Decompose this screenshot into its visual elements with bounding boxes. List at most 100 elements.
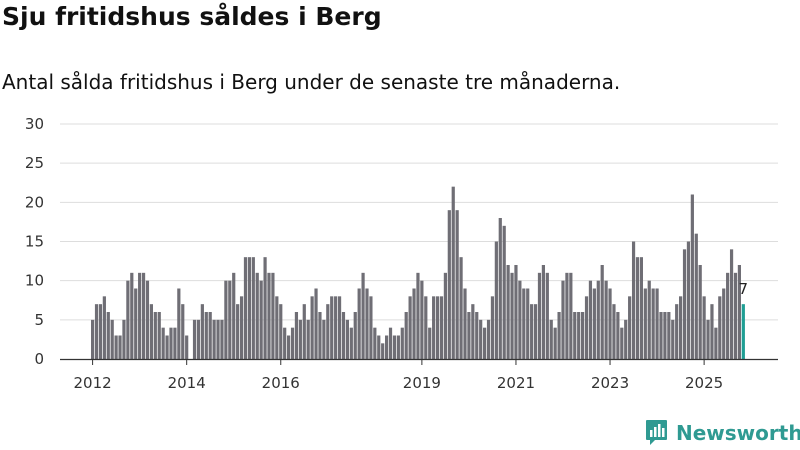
bar: [287, 335, 291, 359]
bar: [584, 296, 589, 359]
x-tick-label: 2023: [591, 374, 629, 392]
bar: [467, 312, 471, 359]
bar: [710, 304, 714, 359]
bar: [675, 304, 679, 359]
bar: [185, 335, 189, 359]
bar: [631, 241, 636, 359]
bar: [298, 319, 302, 359]
bar: [349, 327, 353, 359]
bar: [647, 280, 651, 359]
bar-highlight: [741, 304, 745, 359]
chart-title: Sju fritidshus såldes i Berg: [2, 2, 382, 31]
bar: [145, 280, 150, 359]
newsworthy-logo-icon: [646, 420, 667, 445]
bar: [204, 312, 208, 359]
bar: [557, 312, 561, 359]
x-tick-label: 2019: [403, 374, 441, 392]
bar: [671, 319, 675, 359]
bar: [659, 312, 663, 359]
bar: [345, 319, 349, 359]
bar: [228, 280, 232, 359]
bar: [353, 312, 357, 359]
bar: [624, 319, 628, 359]
bar: [682, 249, 687, 359]
bar: [318, 312, 322, 359]
bar: [592, 288, 596, 359]
bar: [620, 327, 624, 359]
bar: [667, 312, 671, 359]
bar: [608, 288, 612, 359]
y-tick-label: 15: [25, 233, 44, 251]
bar: [483, 327, 487, 359]
bar: [718, 296, 722, 359]
bar: [706, 319, 710, 359]
bars: [91, 186, 745, 359]
bar: [600, 265, 604, 359]
bar: [192, 319, 197, 359]
bar: [455, 210, 459, 359]
bar: [628, 296, 632, 359]
bar: [377, 335, 381, 359]
bar: [408, 296, 412, 359]
bar: [157, 312, 161, 359]
bar: [518, 280, 522, 359]
bar: [588, 280, 593, 359]
bar: [196, 319, 201, 359]
bar: [549, 319, 553, 359]
y-tick-label: 30: [25, 115, 44, 133]
bar: [126, 280, 130, 359]
bar: [514, 265, 518, 359]
x-tick-label: 2021: [497, 374, 535, 392]
bar: [275, 296, 279, 359]
bar: [439, 296, 444, 359]
bar: [479, 319, 483, 359]
bar: [330, 296, 334, 359]
bar: [255, 272, 259, 359]
y-axis-ticks: 0 5 10 15 20 25 30: [25, 115, 44, 368]
bar: [698, 265, 702, 359]
bar: [541, 265, 545, 359]
x-tick-label: 2016: [262, 374, 300, 392]
bar: [432, 296, 436, 359]
bar: [141, 272, 146, 359]
data-label: 7: [739, 280, 749, 298]
bar: [102, 296, 106, 359]
bar: [451, 186, 455, 359]
bar: [643, 288, 647, 359]
bar: [118, 335, 122, 359]
bar: [322, 319, 326, 359]
bar: [326, 304, 330, 359]
bar: [334, 296, 338, 359]
bar: [220, 319, 224, 359]
bar: [181, 304, 185, 359]
bar: [98, 304, 103, 359]
bar: [388, 327, 393, 359]
bar: [294, 312, 299, 359]
bar: [577, 312, 581, 359]
bar: [373, 327, 377, 359]
bar: [232, 272, 236, 359]
bar: [581, 312, 585, 359]
bar: [381, 343, 385, 359]
bar: [130, 272, 134, 359]
bar: [365, 288, 369, 359]
bar: [702, 296, 706, 359]
bar: [471, 304, 475, 359]
bar: [498, 218, 502, 359]
bar: [208, 312, 212, 359]
bar: [392, 335, 397, 359]
bar: [153, 312, 157, 359]
data-labels: 7: [739, 280, 749, 298]
bar: [114, 335, 118, 359]
bar: [306, 319, 310, 359]
bar: [357, 288, 361, 359]
bar: [722, 288, 726, 359]
bar: [530, 304, 534, 359]
bar: [533, 304, 538, 359]
chart-subtitle: Antal sålda fritidshus i Berg under de s…: [2, 70, 621, 94]
bar: [239, 296, 244, 359]
bar: [416, 272, 420, 359]
bar: [651, 288, 655, 359]
bar: [463, 288, 467, 359]
bar: [224, 280, 228, 359]
